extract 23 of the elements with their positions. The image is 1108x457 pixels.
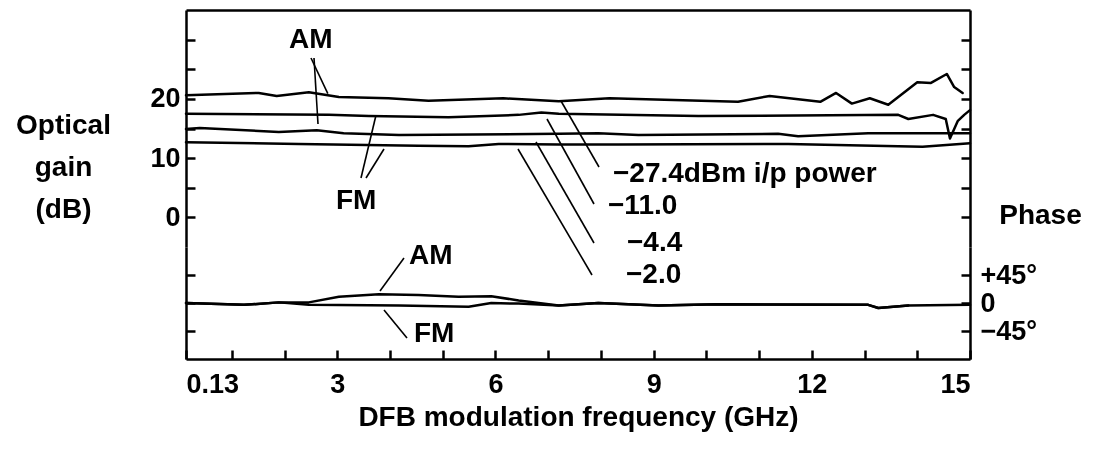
text: −11.0 (608, 189, 678, 220)
y2-tick-label: −45° (980, 315, 1038, 346)
x-tick-label: 6 (488, 368, 504, 399)
y-tick-label: 0 (165, 201, 181, 232)
series-label: −27.4dBm i/p power (613, 157, 877, 188)
x-tick-label: 3 (330, 368, 346, 399)
y-tick-label: 10 (150, 142, 181, 173)
annotation: FM (336, 184, 377, 215)
y2-tick-label: +45° (980, 259, 1038, 290)
x-axis-title: DFB modulation frequency (GHz) (358, 400, 799, 432)
text: −2.0 (626, 258, 682, 289)
series-label: AM (409, 239, 453, 270)
y-tick-label: 20 (150, 83, 181, 114)
x-tick-label: 9 (646, 368, 662, 399)
text: −4.4 (627, 226, 683, 257)
y2-axis-title: Phase (999, 198, 1082, 230)
y2-tick-label: 0 (980, 287, 996, 318)
x-tick-label: 12 (797, 368, 828, 399)
x-tick-label: 0.13 (186, 368, 240, 399)
x-tick-label: 15 (940, 368, 971, 399)
legend-label: FM (414, 317, 455, 348)
y-axis-title: Optical gain (dB) (16, 108, 111, 224)
annotation: AM (289, 23, 333, 54)
